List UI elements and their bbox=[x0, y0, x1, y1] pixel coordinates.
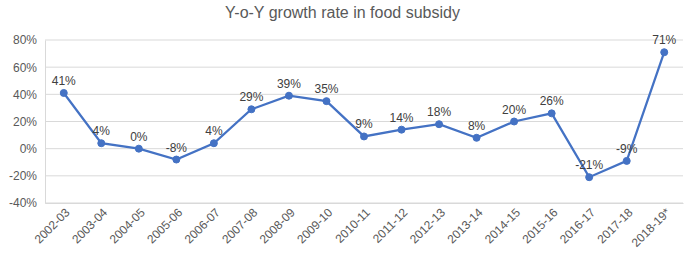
grid-line bbox=[45, 67, 683, 68]
x-tick: 2008-09 bbox=[257, 203, 298, 246]
x-tick: 2010-11 bbox=[332, 203, 373, 246]
marker bbox=[398, 126, 405, 133]
y-tick-label: -20% bbox=[9, 169, 37, 183]
y-tick-label: 20% bbox=[13, 115, 37, 129]
data-label: 8% bbox=[468, 119, 486, 133]
x-axis: 2002-032003-042004-052005-062006-072007-… bbox=[32, 203, 684, 250]
data-label: 18% bbox=[427, 105, 451, 119]
x-tick: 2005-06 bbox=[144, 203, 185, 246]
x-tick-label: 2009-10 bbox=[294, 205, 335, 246]
y-tick-label: -40% bbox=[9, 196, 37, 210]
x-tick-label: 2014-15 bbox=[482, 205, 523, 246]
series-line bbox=[64, 52, 664, 177]
title: Y-o-Y growth rate in food subsidy bbox=[225, 4, 460, 21]
marker bbox=[248, 106, 255, 113]
x-tick-label: 2016-17 bbox=[557, 205, 598, 246]
y-tick: 20% bbox=[13, 115, 45, 129]
x-tick: 2016-17 bbox=[557, 203, 598, 246]
marker bbox=[173, 156, 180, 163]
y-tick: -20% bbox=[9, 169, 45, 183]
x-tick: 2015-16 bbox=[520, 203, 561, 246]
y-tick: 40% bbox=[13, 88, 45, 102]
data-label: 4% bbox=[205, 124, 223, 138]
x-tick: 2011-12 bbox=[370, 203, 411, 246]
x-tick: 2018-19* bbox=[629, 203, 674, 250]
marker bbox=[361, 133, 368, 140]
y-axis: -40% -20% 0% 20% 40% 60% 80% bbox=[9, 33, 46, 210]
x-tick-label: 2012-13 bbox=[407, 205, 448, 246]
y-tick-label: 0% bbox=[20, 142, 38, 156]
marker bbox=[586, 174, 593, 181]
x-tick-label: 2002-03 bbox=[32, 205, 73, 246]
marker bbox=[323, 98, 330, 105]
y-axis-line bbox=[45, 41, 46, 204]
plot-area bbox=[60, 49, 667, 181]
y-tick-label: 80% bbox=[13, 33, 37, 47]
marker bbox=[661, 49, 668, 56]
x-tick-label: 2007-08 bbox=[219, 205, 260, 246]
data-label: 26% bbox=[540, 94, 564, 108]
grid-line bbox=[45, 94, 683, 95]
data-label: -8% bbox=[166, 141, 188, 155]
data-label: 9% bbox=[355, 117, 373, 131]
data-label: 71% bbox=[652, 33, 676, 47]
chart: Y-o-Y growth rate in food subsidy -40% -20… bbox=[0, 0, 685, 262]
data-label: 0% bbox=[130, 130, 148, 144]
x-tick-label: 2013-14 bbox=[444, 205, 485, 246]
marker bbox=[511, 118, 518, 125]
x-axis-line bbox=[46, 203, 684, 204]
x-tick: 2012-13 bbox=[407, 203, 448, 246]
marker bbox=[135, 145, 142, 152]
y-tick: 60% bbox=[13, 61, 45, 75]
x-tick-label: 2003-04 bbox=[69, 205, 110, 246]
grid-line bbox=[45, 40, 683, 41]
x-tick-label: 2005-06 bbox=[144, 205, 185, 246]
x-tick: 2003-04 bbox=[69, 203, 110, 246]
data-label: 14% bbox=[390, 111, 414, 125]
grid-line bbox=[45, 203, 683, 204]
data-label: -9% bbox=[616, 142, 638, 156]
x-tick: 2002-03 bbox=[32, 203, 73, 246]
x-tick-label: 2008-09 bbox=[257, 205, 298, 246]
marker bbox=[548, 110, 555, 117]
data-label: 4% bbox=[93, 124, 111, 138]
x-tick: 2006-07 bbox=[182, 203, 223, 246]
marker bbox=[436, 121, 443, 128]
y-tick: 80% bbox=[13, 33, 45, 47]
x-tick-label: 2010-11 bbox=[332, 205, 373, 246]
x-tick: 2009-10 bbox=[294, 203, 335, 246]
marker bbox=[210, 140, 217, 147]
marker bbox=[60, 89, 67, 96]
y-tick: 0% bbox=[20, 142, 45, 156]
marker bbox=[285, 92, 292, 99]
marker bbox=[623, 157, 630, 164]
data-label: 39% bbox=[277, 77, 301, 91]
data-label: 20% bbox=[502, 103, 526, 117]
x-tick-label: 2018-19* bbox=[629, 205, 674, 250]
marker bbox=[98, 140, 105, 147]
data-label: 35% bbox=[314, 82, 338, 96]
x-tick: 2007-08 bbox=[219, 203, 260, 246]
data-label: -21% bbox=[575, 158, 603, 172]
x-tick: 2014-15 bbox=[482, 203, 523, 246]
data-label: 41% bbox=[52, 74, 76, 88]
y-tick-label: 40% bbox=[13, 88, 37, 102]
data-label: 29% bbox=[239, 90, 263, 104]
x-tick: 2004-05 bbox=[107, 203, 148, 246]
marker bbox=[473, 134, 480, 141]
y-tick: -40% bbox=[9, 196, 45, 210]
x-tick-label: 2011-12 bbox=[370, 205, 411, 246]
y-tick-label: 60% bbox=[13, 61, 37, 75]
x-tick: 2013-14 bbox=[444, 203, 485, 246]
grid bbox=[45, 40, 683, 203]
x-tick-label: 2015-16 bbox=[520, 205, 561, 246]
x-tick-label: 2006-07 bbox=[182, 205, 223, 246]
data-labels: 41% 4% 0% -8% 4% 29% 39% 35% 9% 14% 18% 8% 20% 26% -21… bbox=[52, 33, 677, 172]
x-tick-label: 2004-05 bbox=[107, 205, 148, 246]
